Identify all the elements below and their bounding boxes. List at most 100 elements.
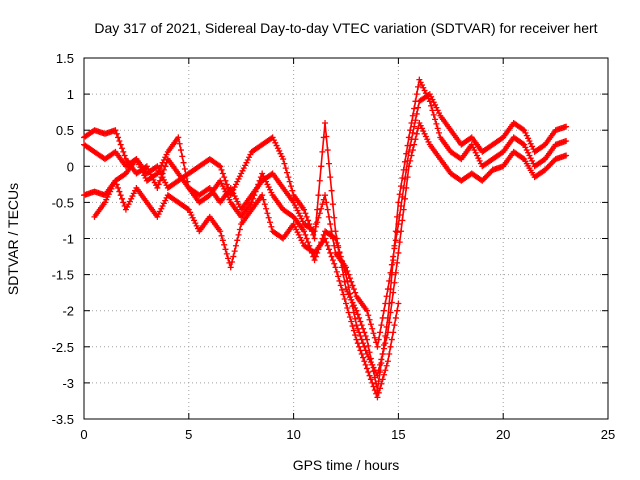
data-point [303, 213, 310, 220]
data-point [395, 249, 402, 256]
data-point [358, 351, 365, 358]
data-point [361, 329, 368, 336]
data-point [229, 258, 236, 265]
data-point [108, 185, 115, 192]
data-point [314, 206, 321, 213]
data-point [184, 178, 191, 185]
data-point [346, 314, 353, 321]
data-point [339, 286, 346, 293]
data-point [188, 212, 195, 219]
data-point [391, 242, 398, 249]
data-point [230, 186, 237, 193]
data-point [399, 217, 406, 224]
data-point [301, 228, 308, 235]
x-tick-label: 25 [601, 427, 615, 442]
data-point [415, 83, 422, 90]
data-point [136, 161, 143, 168]
data-point [103, 196, 110, 203]
data-point [294, 229, 301, 236]
data-point [378, 356, 385, 363]
data-point [112, 127, 119, 134]
data-point [409, 147, 416, 154]
data-point [382, 367, 389, 374]
data-point [234, 178, 241, 185]
chart-title: Day 317 of 2021, Sidereal Day-to-day VTE… [94, 20, 597, 36]
y-tick-label: -1 [62, 232, 74, 247]
data-point [436, 129, 443, 136]
data-point [426, 98, 433, 105]
data-point [432, 116, 439, 123]
data-point [159, 203, 166, 210]
data-point [529, 143, 536, 150]
data-point [379, 376, 386, 383]
data-point [411, 105, 418, 112]
data-point [367, 359, 374, 366]
data-point [301, 206, 308, 213]
data-point [527, 140, 534, 147]
data-point [521, 141, 528, 148]
data-point [322, 192, 329, 199]
data-point [365, 369, 372, 376]
data-point [263, 178, 270, 185]
data-point [350, 309, 357, 316]
data-point [525, 135, 532, 142]
data-point [378, 380, 385, 387]
data-point [380, 345, 387, 352]
data-point [363, 307, 370, 314]
data-point [329, 257, 336, 264]
data-point [232, 242, 239, 249]
data-point [412, 98, 419, 105]
data-point [162, 163, 169, 170]
data-point [138, 166, 145, 173]
data-point [522, 144, 529, 151]
data-point [227, 264, 234, 271]
data-point [392, 314, 399, 321]
data-point [116, 188, 123, 195]
data-point [408, 119, 415, 126]
data-point [217, 228, 224, 235]
data-point [259, 170, 266, 177]
data-point [433, 120, 440, 127]
data-point [418, 125, 425, 132]
data-point [133, 156, 140, 163]
data-point [134, 158, 141, 165]
data-point [392, 228, 399, 235]
data-point [290, 199, 297, 206]
data-point [156, 208, 163, 215]
data-point [360, 325, 367, 332]
data-point [405, 134, 412, 141]
data-point [413, 130, 420, 137]
data-point [219, 183, 226, 190]
data-point [348, 296, 355, 303]
data-point [366, 372, 373, 379]
data-point [189, 214, 196, 221]
y-tick-label: 1 [67, 87, 74, 102]
data-point [276, 147, 283, 154]
data-point [217, 177, 224, 184]
data-point [236, 173, 243, 180]
data-point [387, 286, 394, 293]
data-point [260, 196, 267, 203]
data-point [302, 231, 309, 238]
data-point [191, 217, 198, 224]
data-point [278, 153, 285, 160]
data-point [395, 300, 402, 307]
data-point [252, 188, 259, 195]
data-point [264, 181, 271, 188]
grid-lines [84, 58, 608, 419]
data-point [312, 253, 319, 260]
data-point [323, 133, 330, 140]
data-point [193, 222, 200, 229]
data-point [434, 107, 441, 114]
data-point [163, 151, 170, 158]
data-point [231, 184, 238, 191]
data-point [239, 167, 246, 174]
data-point [264, 210, 271, 217]
data-point [281, 160, 288, 167]
data-point [305, 217, 312, 224]
data-point [218, 166, 225, 173]
data-point [115, 134, 122, 141]
data-point [400, 166, 407, 173]
data-point [295, 210, 302, 217]
x-tick-label: 5 [185, 427, 192, 442]
